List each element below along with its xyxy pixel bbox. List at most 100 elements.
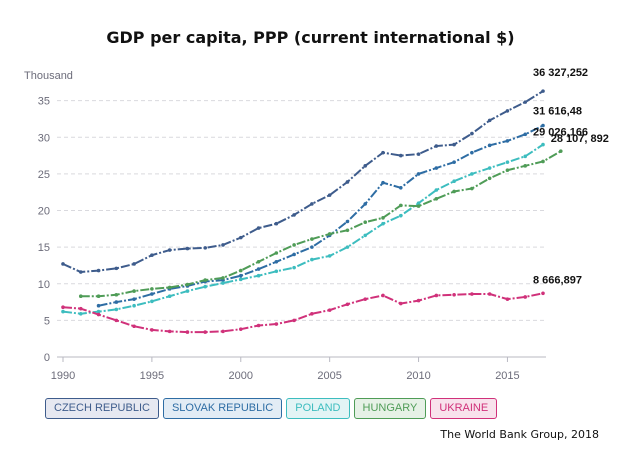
- data-point: [185, 282, 190, 287]
- data-point: [452, 142, 456, 147]
- data-point: [114, 300, 119, 304]
- data-point: [541, 291, 545, 296]
- data-point: [150, 292, 154, 296]
- data-point: [345, 302, 350, 307]
- data-point: [221, 243, 225, 247]
- x-tick-label: 2000: [229, 370, 253, 382]
- data-point: [238, 268, 243, 273]
- data-point: [505, 160, 510, 164]
- end-value-label: 8 666,897: [533, 274, 582, 286]
- source-credit: The World Bank Group, 2018: [440, 428, 599, 441]
- data-point: [398, 213, 403, 218]
- data-point: [558, 149, 563, 153]
- data-point: [452, 189, 456, 194]
- data-point: [256, 273, 261, 278]
- data-point: [345, 180, 350, 184]
- data-point: [256, 267, 261, 271]
- data-point: [78, 294, 83, 299]
- data-point: [221, 329, 225, 334]
- data-point: [256, 323, 261, 328]
- legend: CZECH REPUBLIC SLOVAK REPUBLIC POLAND HUNGA…: [45, 398, 498, 419]
- y-tick-label: 35: [38, 96, 50, 108]
- data-point: [363, 202, 368, 206]
- data-point: [487, 143, 492, 148]
- legend-item-ukraine[interactable]: UKRAINE: [430, 398, 498, 419]
- end-value-label: 28 107, 892: [551, 133, 609, 145]
- series-line-slovak-republic: [98, 124, 544, 307]
- data-point: [150, 328, 154, 332]
- data-point: [310, 245, 314, 249]
- data-point: [238, 273, 243, 278]
- data-point: [256, 226, 261, 230]
- end-value-label: 36 327,252: [533, 67, 588, 79]
- chart-title: GDP per capita, PPP (current internation…: [106, 28, 515, 47]
- data-point: [434, 188, 439, 192]
- data-point: [345, 228, 350, 233]
- data-point: [398, 186, 403, 190]
- data-point: [345, 219, 350, 224]
- data-point: [523, 164, 528, 168]
- data-point: [416, 204, 421, 208]
- data-point: [487, 118, 492, 123]
- data-point: [381, 180, 385, 185]
- data-point: [541, 142, 545, 147]
- data-point: [132, 289, 136, 293]
- y-tick-label: 30: [38, 132, 50, 144]
- data-point: [310, 202, 314, 206]
- data-point: [434, 144, 439, 148]
- data-point: [327, 254, 332, 258]
- y-axis-label: Thousand: [24, 70, 73, 82]
- y-tick-label: 15: [38, 242, 50, 254]
- y-tick-label: 10: [38, 279, 50, 291]
- data-point: [132, 262, 136, 266]
- data-point: [292, 252, 296, 257]
- series-line-poland: [62, 143, 544, 315]
- data-point: [96, 294, 101, 299]
- legend-item-slovak-republic[interactable]: SLOVAK REPUBLIC: [162, 398, 283, 419]
- series-lines: [61, 89, 563, 334]
- data-point: [416, 172, 421, 176]
- data-point: [185, 289, 190, 293]
- data-point: [310, 311, 314, 316]
- data-point: [185, 246, 190, 251]
- data-point: [238, 235, 243, 240]
- data-point: [292, 265, 296, 270]
- data-point: [292, 213, 296, 217]
- x-tick-label: 1990: [51, 370, 75, 382]
- data-point: [292, 318, 296, 323]
- data-point: [487, 166, 492, 170]
- data-point: [203, 278, 208, 282]
- end-value-label: 31 616,48: [533, 106, 582, 118]
- data-point: [434, 196, 439, 201]
- data-point: [274, 269, 279, 274]
- data-point: [78, 270, 83, 274]
- data-point: [416, 152, 421, 156]
- data-point: [150, 287, 154, 291]
- data-point: [363, 297, 368, 301]
- data-point: [238, 277, 243, 282]
- data-point: [487, 176, 492, 181]
- data-point: [132, 324, 136, 329]
- legend-item-poland[interactable]: POLAND: [286, 398, 350, 419]
- series-line-czech-republic: [62, 90, 544, 274]
- axes: 0 5 10 15 20 25 30 35 1990 1995 2000 2005 2010 2015: [38, 96, 546, 382]
- data-point: [416, 201, 421, 205]
- x-tick-label: 2015: [495, 370, 519, 382]
- y-tick-label: 25: [38, 169, 50, 181]
- data-point: [470, 292, 474, 296]
- legend-item-czech-republic[interactable]: CZECH REPUBLIC: [45, 398, 159, 419]
- data-point: [470, 186, 474, 191]
- data-point: [203, 330, 208, 334]
- data-point: [523, 100, 528, 104]
- data-point: [505, 109, 510, 113]
- data-point: [505, 297, 510, 301]
- data-point: [381, 293, 385, 298]
- legend-item-hungary[interactable]: HUNGARY: [353, 398, 427, 419]
- x-tick-label: 2010: [406, 370, 430, 382]
- data-point: [221, 276, 225, 280]
- y-tick-label: 20: [38, 206, 50, 218]
- data-point: [398, 301, 403, 306]
- data-point: [114, 292, 119, 297]
- data-point: [150, 253, 154, 257]
